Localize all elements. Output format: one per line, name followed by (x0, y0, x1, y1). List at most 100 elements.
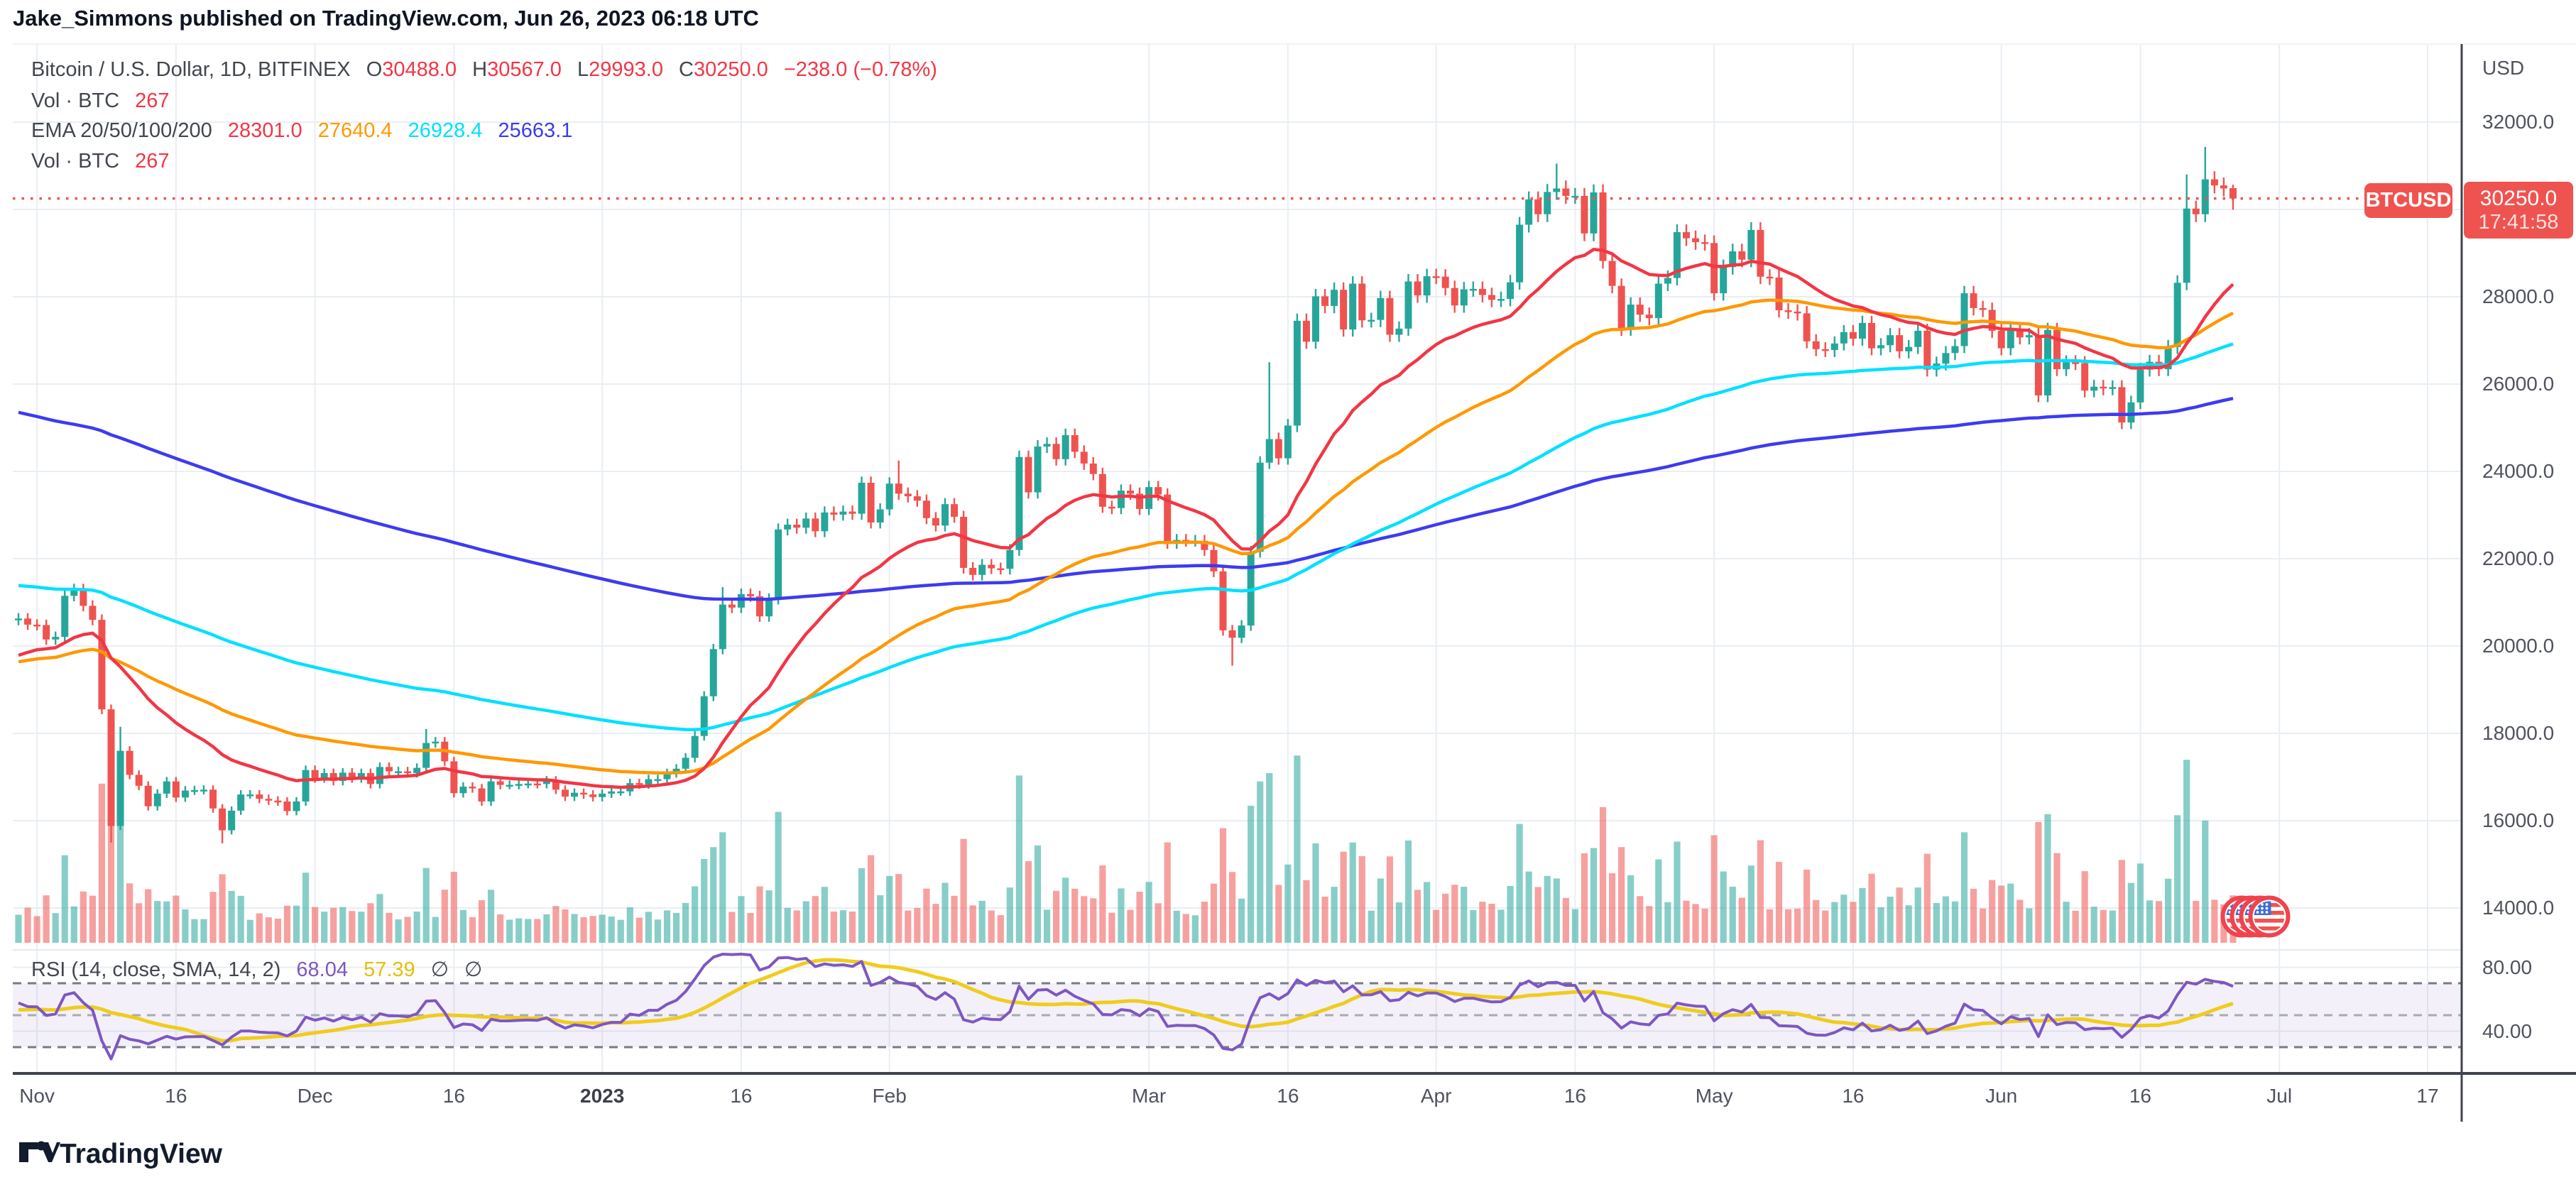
candle-body (1497, 299, 1505, 301)
volume-bar (2202, 820, 2209, 943)
volume-bar (1238, 898, 1245, 943)
candle-body (1451, 288, 1458, 306)
candle-body (116, 750, 124, 826)
price-tick-label: 24000.0 (2482, 460, 2555, 482)
candle-body (1775, 277, 1783, 311)
volume-bar (1127, 909, 1134, 943)
volume-bar (765, 890, 773, 943)
volume-bar (33, 916, 40, 943)
volume-bar (1358, 855, 1365, 943)
ema200-value: 25663.1 (498, 119, 573, 142)
candle-body (1599, 192, 1607, 261)
volume-bar (2072, 910, 2079, 943)
candle-body (24, 618, 32, 625)
candle-body (1951, 346, 1959, 354)
candle-body (61, 596, 69, 638)
volume-bar (1071, 888, 1079, 943)
candle-body (1349, 283, 1357, 330)
volume-bar (2007, 883, 2014, 943)
volume-bar (1257, 781, 1264, 943)
candle-body (895, 483, 902, 494)
volume-bar (2146, 900, 2154, 943)
symbol-legend-row: Bitcoin / U.S. Dollar, 1D, BITFINEX O304… (31, 58, 947, 82)
volume-label: Vol · BTC (31, 150, 120, 173)
usd-flag-icon (2220, 895, 2291, 938)
volume-bar (1461, 887, 1468, 943)
volume-bar (608, 917, 615, 943)
candle-body (1757, 229, 1764, 277)
volume-bar (145, 889, 152, 943)
candle-body (487, 781, 495, 802)
volume-bar (80, 891, 87, 943)
volume-bar (61, 855, 68, 943)
volume-bar (2053, 853, 2061, 943)
candle-body (524, 783, 532, 786)
volume-bar (914, 907, 921, 943)
candle-body (1507, 282, 1515, 300)
candle-body (237, 794, 245, 811)
volume-bar (469, 917, 476, 943)
candle-body (1098, 474, 1106, 507)
candle-body (1905, 346, 1913, 351)
volume-bar (312, 907, 319, 943)
volume-bar (784, 907, 791, 943)
candle-body (1423, 276, 1431, 296)
volume-bar (1720, 871, 1727, 943)
time-tick-label: 16 (1563, 1085, 1586, 1107)
volume-bar (1980, 908, 1987, 943)
volume-bar (1034, 845, 1042, 943)
volume-bar (1210, 883, 1218, 943)
candle-body (1080, 452, 1088, 464)
candle-body (1377, 297, 1385, 320)
candle-body (635, 783, 643, 785)
symbol-price-flag-text: BTCUSD (2365, 189, 2452, 212)
rsi-empty-symbol: ∅ (464, 958, 483, 981)
candle-body (302, 770, 310, 802)
ema20-value: 28301.0 (227, 119, 302, 142)
candle-body (256, 794, 263, 799)
candle-body (1627, 305, 1634, 329)
candle-body (1127, 491, 1134, 494)
volume-bar (1294, 755, 1301, 943)
volume-bar (580, 917, 587, 943)
volume-bar (339, 907, 346, 943)
volume-bar (719, 832, 726, 943)
volume-bar (552, 906, 560, 943)
candle-body (1052, 444, 1060, 459)
volume-bar (1590, 848, 1598, 943)
candle-body (219, 808, 227, 831)
volume-bar (1960, 832, 1968, 943)
candle-body (1821, 349, 1829, 351)
candle-body (1312, 296, 1319, 342)
time-tick-label: 17 (2416, 1085, 2439, 1107)
volume-bar (997, 915, 1004, 943)
volume-bar (710, 847, 717, 943)
candle-body (1997, 330, 2005, 349)
volume-bar (1989, 880, 1996, 943)
candle-body (1071, 434, 1079, 452)
candle-body (1942, 353, 1950, 364)
candle-body (1219, 571, 1227, 630)
high-value: 30567.0 (487, 58, 562, 81)
candle-body (2136, 369, 2144, 403)
volume-bar (89, 895, 96, 943)
candle-body (988, 564, 995, 569)
volume-bar (302, 873, 310, 943)
volume-bar (1404, 840, 1412, 943)
candle-body (1960, 293, 1968, 346)
candle-body (2053, 329, 2061, 370)
candle-body (2173, 283, 2181, 347)
volume-bar (1321, 896, 1328, 943)
volume-bar (1942, 896, 1949, 943)
volume-bar (228, 890, 235, 943)
volume-bar (487, 890, 495, 943)
volume-bar (15, 914, 22, 943)
volume-bar (1562, 897, 1569, 943)
candle-body (386, 767, 393, 772)
candle-body (533, 783, 541, 786)
change-value: −238.0 (−0.78%) (783, 58, 937, 81)
candle-body (33, 624, 41, 627)
volume-bar (2035, 821, 2042, 943)
candle-body (571, 792, 578, 797)
